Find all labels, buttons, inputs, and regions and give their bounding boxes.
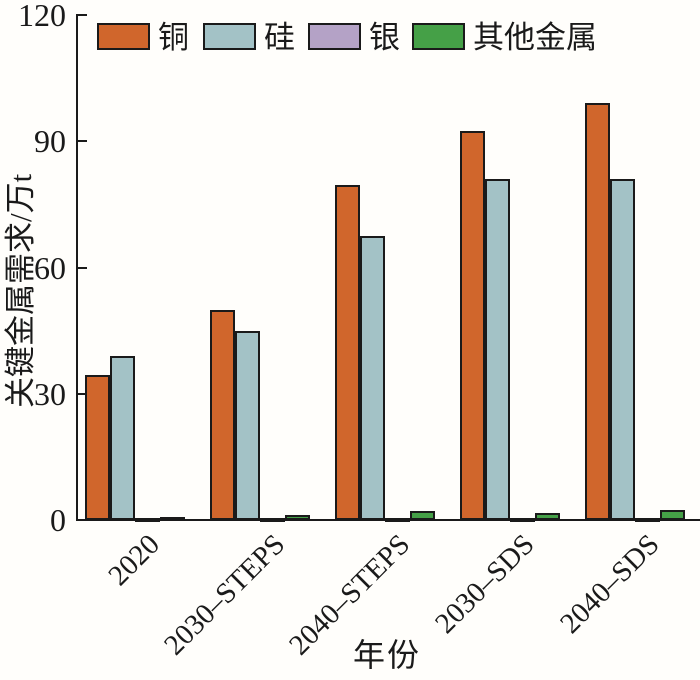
- bar-硅-2030–STEPS: [235, 330, 260, 520]
- y-tick-label: 120: [18, 0, 66, 34]
- legend-swatch-其他金属: [412, 23, 465, 50]
- legend-label-硅: 硅: [264, 20, 295, 55]
- bar-其他金属-2030–STEPS: [285, 514, 310, 520]
- x-tick-label: 2030–SDS: [429, 528, 541, 640]
- x-axis-title: 年份: [352, 637, 421, 673]
- x-axis-line: [76, 519, 700, 521]
- y-tick-mark: [78, 14, 87, 16]
- legend-label-铜: 铜: [158, 20, 189, 55]
- legend-label-银: 银: [369, 20, 400, 55]
- y-tick-label: 60: [34, 249, 66, 286]
- bar-铜-2040–SDS: [585, 103, 610, 520]
- bar-铜-2020: [85, 374, 110, 520]
- bar-铜-2030–STEPS: [210, 309, 235, 520]
- y-tick-mark: [78, 392, 87, 395]
- x-tick-label: 2020: [102, 528, 166, 592]
- x-tick-label: 2040–SDS: [554, 528, 666, 640]
- bar-铜-2040–STEPS: [335, 185, 360, 520]
- bar-硅-2030–SDS: [485, 179, 510, 520]
- y-tick-label: 0: [50, 502, 66, 538]
- y-axis-line: [76, 14, 78, 521]
- bar-硅-2040–SDS: [610, 179, 635, 520]
- bar-硅-2020: [110, 355, 135, 520]
- y-tick-mark: [78, 140, 87, 143]
- legend-label-其他金属: 其他金属: [473, 20, 597, 55]
- legend-swatch-铜: [97, 23, 150, 50]
- y-tick-label: 30: [34, 375, 66, 412]
- y-tick-label: 90: [34, 123, 66, 160]
- bar-其他金属-2040–SDS: [660, 509, 685, 520]
- legend-swatch-银: [308, 23, 361, 50]
- bar-其他金属-2040–STEPS: [410, 510, 435, 520]
- bar-铜-2030–SDS: [460, 130, 485, 520]
- bar-硅-2040–STEPS: [360, 235, 385, 520]
- y-axis-title: 关键金属需求/万t: [3, 173, 38, 408]
- legend-swatch-硅: [203, 23, 256, 50]
- y-tick-mark: [78, 266, 87, 269]
